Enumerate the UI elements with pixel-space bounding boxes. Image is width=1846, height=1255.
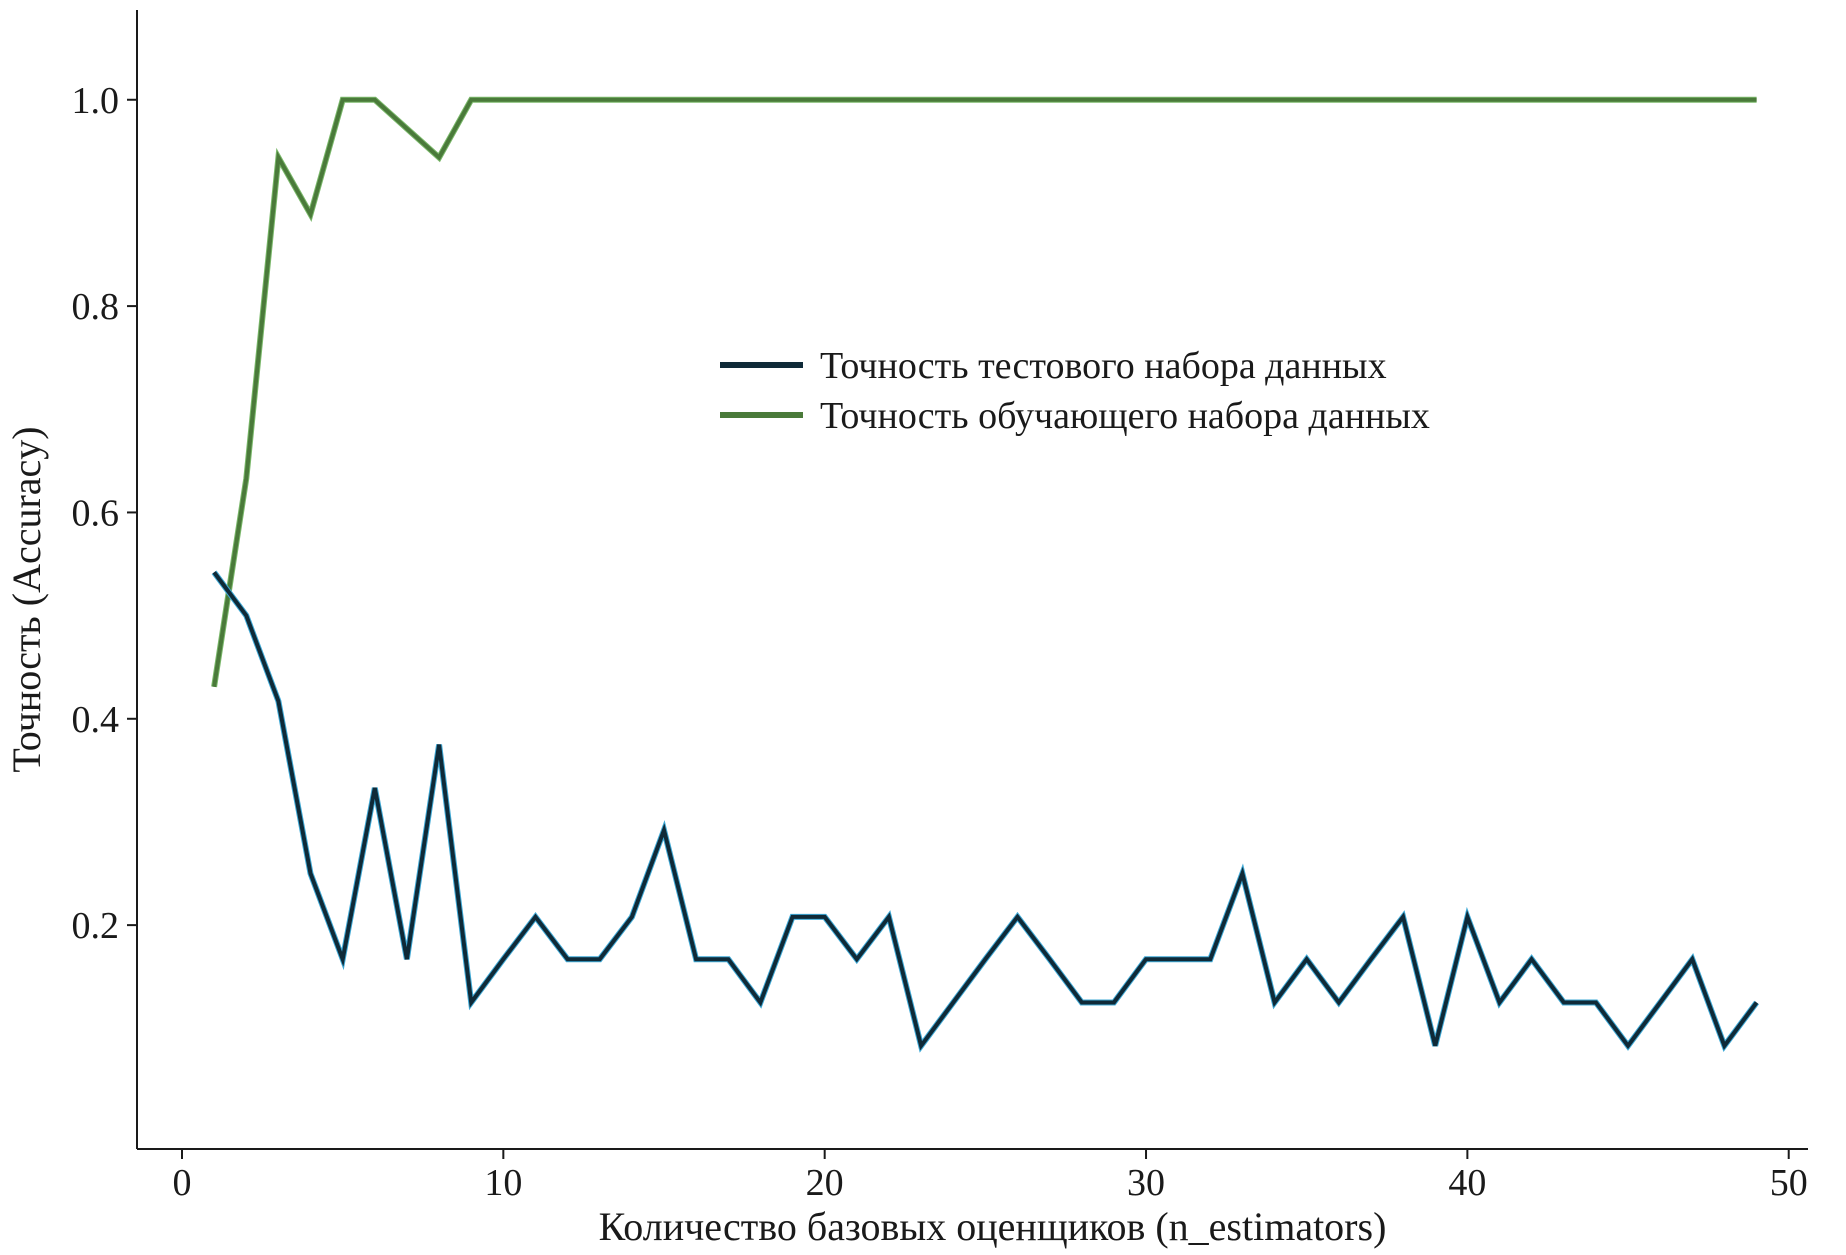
x-tick-label: 50 (1770, 1162, 1808, 1204)
legend-entry-train: Точность обучающего набора данных (720, 395, 1430, 437)
x-ticks: 0 10 20 30 40 50 (172, 1149, 1808, 1204)
legend-label: Точность обучающего набора данных (820, 395, 1430, 437)
series-line-test (212, 571, 1759, 1051)
series-line-train-halo (211, 96, 1757, 688)
y-axis-title: Точность (Accuracy) (4, 426, 49, 772)
x-tick-label: 10 (484, 1162, 522, 1204)
legend-entry-test: Точность тестового набора данных (720, 345, 1387, 387)
x-axis-title: Количество базовых оценщиков (n_estimato… (599, 1204, 1387, 1249)
x-tick-label: 20 (806, 1162, 844, 1204)
y-tick-label: 0.6 (72, 492, 120, 534)
y-tick-label: 0.2 (72, 905, 120, 947)
legend-label: Точность тестового набора данных (820, 345, 1387, 387)
y-ticks: 0.2 0.4 0.6 0.8 1.0 (72, 80, 137, 947)
series-layer (211, 96, 1760, 1053)
axes (136, 10, 1808, 1150)
x-tick-label: 30 (1127, 1162, 1165, 1204)
y-tick-label: 1.0 (72, 80, 120, 122)
legend: Точность тестового набора данных Точность… (720, 345, 1430, 437)
series-line-train (212, 97, 1757, 688)
y-tick-label: 0.4 (72, 699, 120, 741)
y-tick-label: 0.8 (72, 286, 120, 328)
x-tick-label: 40 (1448, 1162, 1486, 1204)
x-tick-label: 0 (172, 1162, 191, 1204)
